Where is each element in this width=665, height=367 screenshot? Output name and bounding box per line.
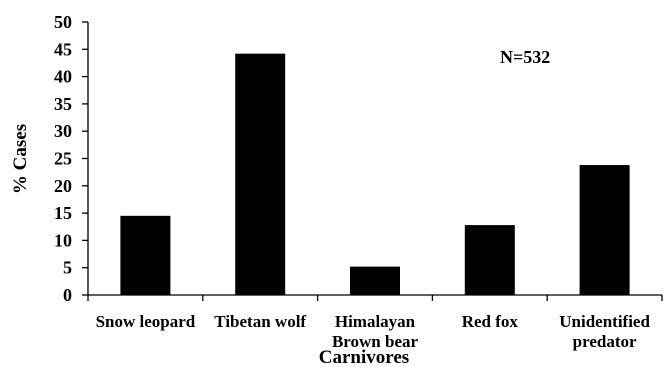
bar (464, 225, 515, 295)
x-axis-title: Carnivores (319, 347, 409, 367)
x-tick-label: Snow leopard (96, 312, 196, 331)
y-tick-label: 5 (63, 258, 72, 278)
y-tick-label: 25 (54, 149, 72, 169)
x-tick-label: Tibetan wolf (214, 312, 306, 331)
y-tick-label: 50 (54, 12, 72, 32)
y-tick-label: 35 (54, 94, 72, 114)
x-tick-label: Red fox (462, 312, 519, 331)
y-tick-label: 15 (54, 203, 72, 223)
x-tick-label: predator (573, 332, 637, 351)
sample-size-annotation: N=532 (500, 47, 550, 67)
y-axis: 0 5 10 15 20 25 30 35 40 45 50 (54, 12, 89, 305)
x-tick-label: Unidentified (559, 312, 650, 331)
x-axis (87, 294, 663, 301)
bar (235, 53, 286, 295)
y-axis-title: % Cases (10, 124, 31, 194)
bar (350, 266, 400, 295)
bars (120, 53, 630, 295)
y-tick-label: 0 (63, 285, 72, 305)
y-tick-label: 30 (54, 121, 72, 141)
x-tick-label: Brown bear (332, 332, 419, 351)
y-tick-label: 45 (54, 39, 72, 59)
bar (579, 165, 630, 295)
bar (120, 215, 171, 295)
x-tick-label: Himalayan (335, 312, 416, 331)
y-tick-label: 10 (54, 230, 72, 250)
y-tick-label: 20 (54, 176, 72, 196)
y-tick-label: 40 (54, 67, 72, 87)
